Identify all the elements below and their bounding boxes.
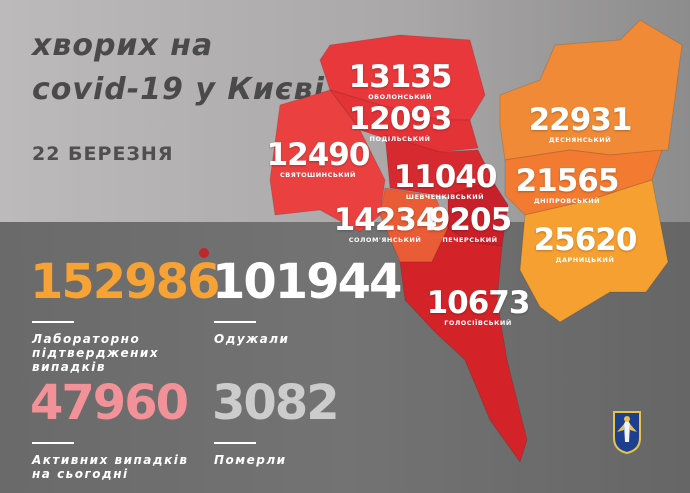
district-cases: 14234	[333, 202, 438, 238]
district-label: 21565 ДНІПРОВСЬКИЙ	[515, 163, 620, 205]
stat-caption-line: Активних випадків	[32, 453, 189, 467]
virus-dot-icon	[199, 248, 209, 258]
district-label: 9205 ПЕЧЕРСЬКИЙ	[428, 202, 512, 244]
district-label: 25620 ДАРНИЦЬКИЙ	[533, 222, 638, 264]
stat-value: 3082	[212, 375, 340, 431]
stat-caption-line: на сьогодні	[32, 467, 129, 481]
district-label: 12490 СВЯТОШИНСЬКИЙ	[266, 137, 371, 179]
district-cases: 13135	[348, 59, 453, 95]
divider	[32, 442, 74, 444]
stat-confirmed: 152986 Лабораторно підтверджених випадкі…	[30, 254, 220, 374]
kyiv-coat-of-arms-icon	[613, 411, 641, 454]
stat-value: 47960	[30, 375, 189, 431]
stat-caption-line: підтверджених	[32, 346, 160, 360]
district-name: ДНІПРОВСЬКИЙ	[533, 197, 601, 205]
district-cases: 21565	[515, 163, 620, 199]
district-name: ГОЛОСІЇВСЬКИЙ	[444, 319, 512, 327]
district-label: 12093 ПОДІЛЬСЬКИЙ	[348, 101, 453, 143]
district-area	[384, 134, 493, 201]
district-area	[269, 89, 386, 233]
district-name: ШЕВЧЕНКІВСЬКИЙ	[405, 193, 485, 201]
district-name: СОЛОМ'ЯНСЬКИЙ	[348, 236, 422, 244]
district-cases: 12093	[348, 101, 453, 137]
stat-caption-line: Померли	[214, 453, 287, 467]
stat-caption-line: випадків	[32, 360, 106, 374]
date-label: 22 БЕРЕЗНЯ	[32, 143, 174, 165]
district-cases: 9205	[428, 202, 512, 238]
district-cases: 25620	[533, 222, 638, 258]
district-cases: 12490	[266, 137, 371, 173]
district-name: ДАРНИЦЬКИЙ	[555, 256, 615, 264]
district-area	[328, 89, 479, 153]
district-label: 11040 ШЕВЧЕНКІВСЬКИЙ	[393, 159, 498, 201]
district-name: ПОДІЛЬСЬКИЙ	[369, 135, 431, 143]
divider	[214, 442, 256, 444]
district-area	[499, 19, 683, 161]
stat-active: 47960 Активних випадків на сьогодні	[30, 375, 189, 481]
district-label: 22931 ДЕСНЯНСЬКИЙ	[528, 102, 633, 144]
stat-value: 152986	[30, 254, 220, 310]
district-name: ДЕСНЯНСЬКИЙ	[548, 136, 612, 144]
district-name: СВЯТОШИНСЬКИЙ	[279, 171, 357, 179]
stat-caption-line: Лабораторно	[32, 332, 141, 346]
stat-value: 101944	[212, 254, 402, 310]
district-label: 14234 СОЛОМ'ЯНСЬКИЙ	[333, 202, 438, 244]
divider	[32, 321, 74, 323]
district-label: 10673 ГОЛОСІЇВСЬКИЙ	[426, 285, 531, 327]
title-line-2: covid-19 у Києві	[32, 72, 325, 107]
district-cases: 11040	[393, 159, 498, 195]
district-area	[399, 227, 528, 464]
stat-deaths: 3082 Померли	[212, 375, 340, 467]
district-name: ОБОЛОНСЬКИЙ	[368, 93, 432, 101]
stat-caption-line: Одужали	[214, 332, 290, 346]
district-cases: 22931	[528, 102, 633, 138]
district-label: 13135 ОБОЛОНСЬКИЙ	[348, 59, 453, 101]
divider	[214, 321, 256, 323]
district-name: ПЕЧЕРСЬКИЙ	[442, 236, 498, 244]
district-area	[519, 179, 669, 323]
title-line-1: хворих на	[32, 28, 214, 63]
stat-recovered: 101944 Одужали	[212, 254, 402, 346]
district-cases: 10673	[426, 285, 531, 321]
